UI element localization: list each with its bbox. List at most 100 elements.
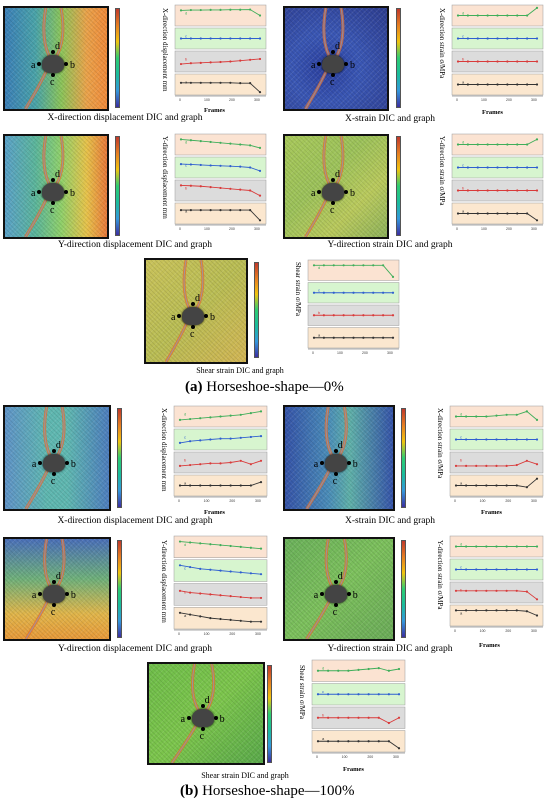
data-point-d — [362, 264, 365, 267]
data-point-c — [342, 291, 345, 294]
measure-point-label: d — [337, 440, 343, 452]
data-point-a — [496, 83, 499, 86]
data-point-a — [485, 484, 488, 487]
dic-image: a b c d — [3, 6, 109, 111]
measure-point-label: b — [70, 590, 76, 601]
series-label-b: b — [460, 457, 463, 462]
data-point-a — [199, 209, 202, 212]
chart-y-label: Y-direction strain σ/MPa — [438, 136, 446, 206]
strip-panel-d — [174, 133, 267, 156]
data-point-c — [259, 435, 263, 438]
color-bar — [401, 540, 406, 638]
data-point-c — [327, 693, 330, 696]
data-point-c — [249, 37, 252, 40]
data-point-b — [199, 61, 202, 64]
strip-panel-a — [449, 604, 544, 627]
data-point-a — [259, 620, 263, 623]
data-point-a — [219, 209, 222, 212]
crack-pattern — [305, 407, 348, 509]
data-point-b — [229, 187, 232, 190]
data-point-b — [495, 464, 498, 467]
data-point-d — [525, 545, 528, 548]
data-point-a — [229, 484, 232, 487]
color-bar — [267, 665, 272, 763]
dic-image: a b c d — [283, 537, 395, 641]
data-point-c — [249, 435, 252, 439]
data-point-a — [516, 212, 519, 215]
data-point-a — [362, 336, 365, 339]
data-point-b — [465, 589, 468, 592]
strip-chart: d c b a 0 100 200 300 — [174, 4, 267, 102]
data-point-a — [209, 617, 212, 620]
data-point-b — [178, 464, 182, 467]
measure-point — [330, 177, 335, 182]
data-point-d — [199, 542, 202, 545]
measure-point — [191, 325, 195, 330]
series-label-a: a — [184, 480, 187, 485]
series-label-d: d — [462, 10, 464, 15]
x-tick-label: 300 — [254, 227, 260, 231]
data-point-d — [466, 143, 469, 146]
data-point-a — [199, 615, 202, 618]
x-tick-label: 200 — [229, 499, 235, 503]
data-point-b — [332, 314, 335, 317]
data-point-a — [454, 609, 458, 612]
crack-line — [325, 407, 333, 456]
series-label-b: b — [185, 185, 188, 190]
data-point-c — [219, 569, 222, 572]
data-point-a — [249, 620, 252, 623]
data-point-d — [397, 667, 401, 671]
data-point-c — [496, 166, 499, 169]
data-point-c — [337, 693, 340, 696]
color-bar — [396, 8, 401, 108]
data-point-c — [486, 37, 489, 40]
data-point-d — [485, 545, 488, 548]
data-point-b — [466, 189, 469, 192]
data-point-a — [476, 212, 479, 215]
panel-letter: (a) — [185, 379, 203, 395]
measure-point-label: d — [204, 695, 210, 707]
x-tick-label: 0 — [316, 755, 318, 759]
data-point-d — [525, 410, 528, 413]
x-tick-label: 100 — [204, 499, 210, 503]
data-point-a — [312, 336, 316, 339]
data-point-c — [249, 572, 252, 575]
data-point-a — [209, 484, 212, 487]
data-point-d — [454, 415, 458, 418]
data-point-d — [516, 14, 519, 17]
data-point-b — [179, 184, 183, 187]
measure-point — [186, 716, 191, 721]
data-point-b — [515, 463, 518, 467]
data-point-c — [465, 438, 468, 441]
measure-point-label: d — [334, 40, 340, 52]
data-point-d — [387, 669, 390, 672]
crack-line — [306, 599, 331, 639]
data-point-a — [189, 613, 192, 616]
measure-point — [333, 580, 338, 584]
data-point-d — [209, 140, 212, 144]
data-point-b — [209, 462, 212, 465]
x-tick-label: 300 — [531, 98, 537, 102]
data-point-a — [249, 484, 252, 487]
data-point-a — [367, 740, 370, 743]
chart-y-label: X-direction strain σ/MPa — [438, 8, 446, 79]
x-axis-label: Frames — [481, 509, 502, 516]
data-point-a — [382, 336, 385, 339]
data-point-b — [476, 60, 479, 63]
data-point-b — [178, 589, 182, 592]
data-point-d — [372, 264, 375, 267]
data-point-b — [496, 60, 499, 63]
series-label-a: a — [460, 480, 463, 485]
data-point-b — [249, 463, 252, 466]
data-point-d — [189, 417, 192, 421]
strip-panel-a — [174, 202, 267, 225]
measure-point — [51, 580, 56, 584]
data-point-b — [516, 60, 519, 63]
crack-line — [57, 407, 65, 456]
measure-point-label: d — [337, 571, 343, 582]
data-point-b — [496, 189, 499, 192]
data-point-a — [229, 618, 232, 621]
data-point-a — [535, 477, 539, 480]
data-point-b — [526, 189, 529, 192]
data-point-d — [219, 141, 222, 144]
